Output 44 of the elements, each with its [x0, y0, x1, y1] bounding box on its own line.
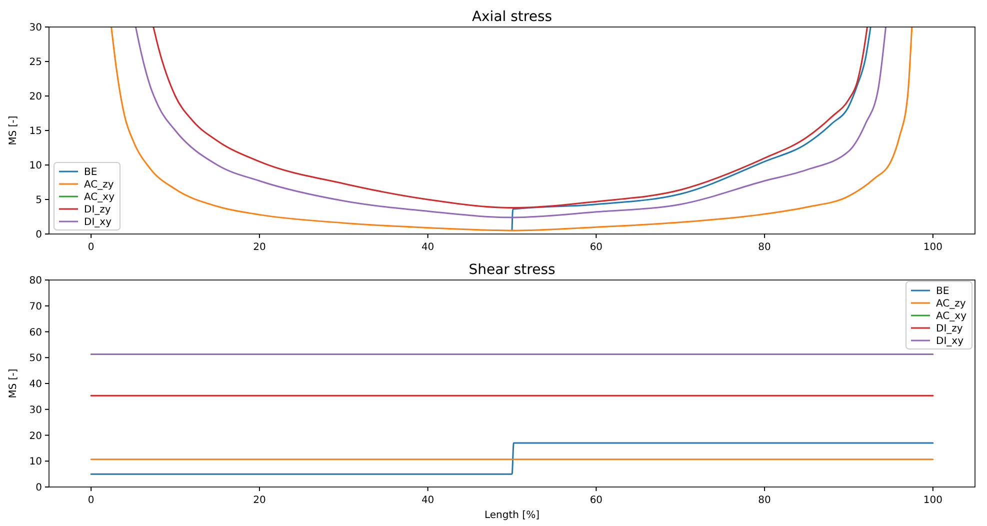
legend-label: BE [84, 167, 98, 178]
legend-label: DI_zy [936, 324, 963, 334]
y-tick-label: 0 [36, 230, 42, 240]
y-tick-label: 0 [36, 482, 42, 494]
x-tick-label: 60 [590, 495, 603, 506]
y-tick-label: 50 [29, 353, 42, 364]
chart-title: Axial stress [472, 9, 552, 25]
x-tick-label: 80 [758, 495, 771, 506]
y-tick-label: 80 [29, 276, 42, 286]
x-tick-label: 20 [253, 495, 266, 506]
legend-label: AC_zy [936, 298, 966, 310]
legend-label: DI_xy [84, 217, 112, 228]
legend-label: AC_zy [84, 180, 114, 190]
x-tick-label: 100 [923, 495, 942, 506]
x-axis-title: Length [%] [484, 510, 540, 521]
y-tick-label: 25 [29, 57, 42, 68]
y-tick-label: 10 [29, 456, 42, 468]
y-tick-label: 30 [29, 22, 42, 34]
y-tick-label: 5 [36, 195, 42, 206]
x-tick-label: 40 [421, 242, 434, 253]
x-tick-label: 100 [923, 242, 942, 253]
y-axis-title: MS [-] [8, 116, 19, 146]
y-tick-label: 30 [29, 404, 42, 416]
legend-label: AC_xy [936, 311, 967, 322]
legend-label: AC_xy [84, 192, 115, 203]
x-tick-label: 0 [88, 495, 94, 506]
y-tick-label: 20 [29, 430, 42, 442]
x-tick-label: 0 [88, 242, 94, 253]
chart-title: Shear stress [468, 262, 556, 278]
y-tick-label: 15 [29, 126, 42, 137]
legend-label: DI_zy [84, 204, 111, 216]
y-tick-label: 40 [29, 379, 42, 390]
y-axis-title: MS [-] [8, 368, 19, 398]
y-tick-label: 10 [29, 160, 42, 172]
x-tick-label: 40 [421, 495, 434, 506]
y-tick-label: 70 [29, 301, 42, 312]
x-tick-label: 60 [590, 242, 603, 253]
y-tick-label: 20 [29, 92, 42, 102]
y-tick-label: 60 [29, 327, 42, 338]
x-tick-label: 80 [758, 242, 771, 253]
legend-label: BE [936, 286, 950, 297]
line-series [511, 27, 872, 232]
legend-label: DI_xy [936, 336, 964, 347]
x-tick-label: 20 [253, 242, 266, 253]
